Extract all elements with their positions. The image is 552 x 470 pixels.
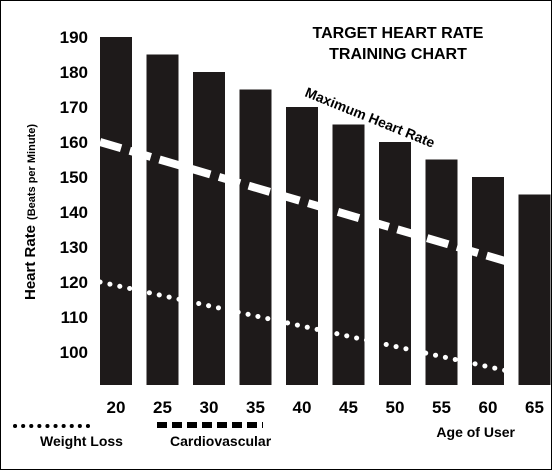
bar-age-30 xyxy=(193,72,225,385)
x-axis-label: Age of User xyxy=(436,424,515,440)
chart-title-line-1: TARGET HEART RATE xyxy=(313,25,484,42)
chart-title-line-2: TRAINING CHART xyxy=(329,46,467,63)
y-tick-190: 190 xyxy=(60,28,88,47)
x-tick-30: 30 xyxy=(200,398,219,417)
bar-age-20 xyxy=(100,37,132,385)
weight-loss-line xyxy=(97,279,520,376)
x-tick-20: 20 xyxy=(107,398,126,417)
y-axis-ticks: 190 180 170 160 150 140 130 120 110 100 xyxy=(60,28,88,362)
cardiovascular-line xyxy=(98,138,519,269)
x-tick-50: 50 xyxy=(386,398,405,417)
lines-group xyxy=(97,138,520,376)
x-tick-45: 45 xyxy=(339,398,358,417)
x-tick-35: 35 xyxy=(246,398,265,417)
y-tick-170: 170 xyxy=(60,98,88,117)
bars-group xyxy=(100,37,551,385)
bar-age-40 xyxy=(286,107,318,385)
y-tick-150: 150 xyxy=(60,168,88,187)
bar-age-25 xyxy=(146,54,179,385)
bar-age-65 xyxy=(518,194,551,385)
y-tick-120: 120 xyxy=(60,273,88,292)
y-tick-130: 130 xyxy=(60,238,88,257)
y-tick-100: 100 xyxy=(60,343,88,362)
x-tick-25: 25 xyxy=(153,398,172,417)
y-tick-140: 140 xyxy=(60,203,88,222)
x-tick-60: 60 xyxy=(479,398,498,417)
x-tick-55: 55 xyxy=(432,398,451,417)
bar-age-35 xyxy=(239,89,272,385)
y-tick-180: 180 xyxy=(60,63,88,82)
y-axis-label: Heart Rate(Beats per Minute) xyxy=(22,124,39,300)
maximum-heart-rate-annotation: Maximum Heart Rate xyxy=(303,84,438,151)
y-tick-160: 160 xyxy=(60,133,88,152)
bar-age-55 xyxy=(425,159,458,385)
x-tick-65: 65 xyxy=(525,398,544,417)
bar-age-45 xyxy=(332,124,365,385)
weight-loss-legend-label: Weight Loss xyxy=(40,433,123,449)
cardiovascular-legend-label: Cardiovascular xyxy=(170,433,272,449)
y-tick-110: 110 xyxy=(61,308,88,327)
x-axis-ticks: 20 25 30 35 40 45 50 55 60 65 xyxy=(107,398,544,417)
bar-age-60 xyxy=(472,177,504,385)
x-tick-40: 40 xyxy=(293,398,312,417)
